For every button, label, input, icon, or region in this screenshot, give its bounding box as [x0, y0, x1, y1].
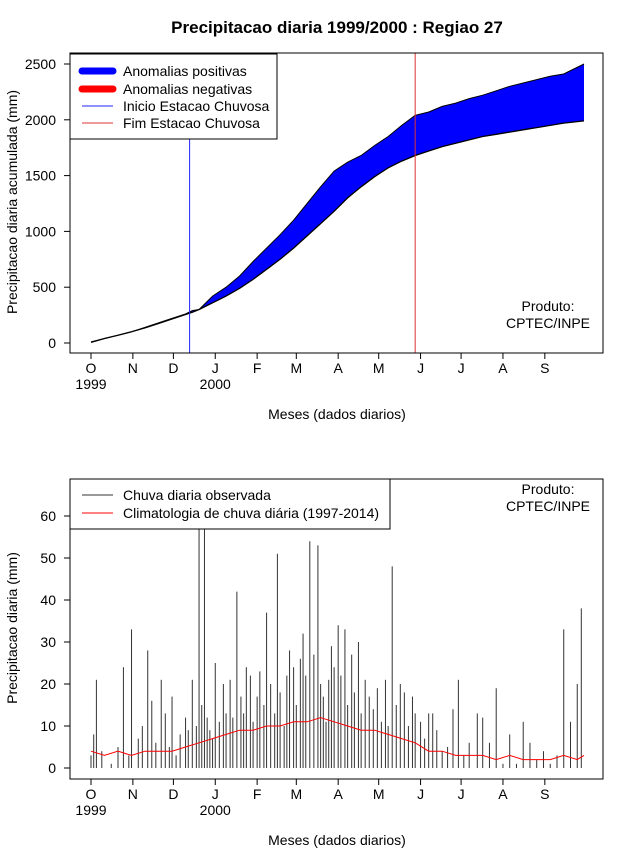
chart1-frame — [69, 52, 604, 354]
chart2-xtick-label: M — [290, 786, 302, 802]
chart2-year-label: 1999 — [75, 802, 106, 818]
chart2-xtick-label: F — [253, 786, 262, 802]
chart2-annotation-line1: Produto: — [522, 481, 575, 497]
chart2-xtick-label: A — [334, 786, 344, 802]
chart1-xtick-label: M — [373, 360, 385, 376]
chart2-ytick-label: 60 — [40, 508, 56, 524]
chart1-xtick-label: M — [290, 360, 302, 376]
chart2-xtick-label: S — [540, 786, 549, 802]
chart2-ytick-label: 10 — [40, 718, 56, 734]
chart1-xtick-label: J — [417, 360, 424, 376]
chart2-xtick-label: J — [458, 786, 465, 802]
chart2-panel: 0 10 20 30 40 50 60 O N D J F M A M J J A S 1999 2000 Meses… — [4, 478, 604, 848]
chart1-xtick-label: S — [540, 360, 549, 376]
chart1-x-axis: O N D J F M A M J J A S 1999 2000 — [75, 353, 550, 392]
chart2-ytick-label: 40 — [40, 592, 56, 608]
chart1-ytick-label: 2500 — [25, 56, 56, 72]
chart1-panel: 0 500 1000 1500 2000 2500 O N D J F M A M J J A S 1999 200… — [4, 52, 604, 422]
chart1-ytick-label: 1000 — [25, 223, 56, 239]
chart2-legend: Chuva diaria observada Climatologia de c… — [69, 478, 391, 530]
chart1-ytick-label: 0 — [48, 335, 56, 351]
chart2-plot-area — [90, 495, 585, 768]
legend-label-climatology: Climatologia de chuva diária (1997-2014) — [123, 505, 379, 521]
chart1-y-axis-label: Precipitacao diaria acumulada (mm) — [4, 90, 20, 314]
chart1-ytick-label: 500 — [33, 279, 57, 295]
chart2-ytick-label: 50 — [40, 550, 56, 566]
chart1-year-label: 1999 — [75, 376, 106, 392]
chart2-ytick-label: 0 — [48, 760, 56, 776]
chart1-xtick-label: J — [212, 360, 219, 376]
chart2-annotation-line2: CPTEC/INPE — [506, 498, 590, 514]
chart2-xtick-label: D — [168, 786, 178, 802]
chart1-xtick-label: D — [168, 360, 178, 376]
chart2-xtick-label: O — [86, 786, 97, 802]
chart1-x-axis-label: Meses (dados diarios) — [268, 406, 406, 422]
chart1-year-label: 2000 — [200, 376, 231, 392]
chart1-ytick-label: 2000 — [25, 112, 56, 128]
legend-label-observed: Chuva diaria observada — [123, 487, 271, 503]
chart2-xtick-label: A — [498, 786, 508, 802]
chart1-legend: Anomalias positivas Anomalias negativas … — [69, 53, 278, 140]
climatology-daily-line — [90, 717, 585, 761]
chart1-xtick-label: A — [334, 360, 344, 376]
chart2-y-axis-label: Precipitacao diaria (mm) — [4, 552, 20, 704]
chart1-xtick-label: F — [253, 360, 262, 376]
chart1-xtick-label: O — [86, 360, 97, 376]
chart2-xtick-label: J — [212, 786, 219, 802]
legend-label-end: Fim Estacao Chuvosa — [123, 115, 260, 131]
chart1-xtick-label: J — [458, 360, 465, 376]
chart2-frame — [69, 478, 604, 780]
chart1-plot-area — [90, 53, 585, 353]
chart2-year-label: 2000 — [200, 802, 231, 818]
chart1-y-axis: 0 500 1000 1500 2000 2500 — [25, 56, 70, 351]
chart2-xtick-label: M — [373, 786, 385, 802]
chart2-x-axis: O N D J F M A M J J A S 1999 2000 — [75, 779, 550, 818]
chart2-ytick-label: 30 — [40, 634, 56, 650]
chart2-xtick-label: J — [417, 786, 424, 802]
legend-label-negative: Anomalias negativas — [123, 81, 252, 97]
chart2-x-axis-label: Meses (dados diarios) — [268, 832, 406, 848]
chart1-xtick-label: A — [498, 360, 508, 376]
legend-label-start: Inicio Estacao Chuvosa — [123, 98, 270, 114]
climatology-cumulative-line — [90, 120, 585, 344]
chart2-legend-box — [69, 478, 391, 530]
positive-anomaly-area — [91, 64, 584, 343]
legend-label-positive: Anomalias positivas — [123, 63, 247, 79]
chart1-ytick-label: 1500 — [25, 168, 56, 184]
chart2-ytick-label: 20 — [40, 676, 56, 692]
chart2-xtick-label: N — [128, 786, 138, 802]
chart1-annotation-line2: CPTEC/INPE — [506, 315, 590, 331]
chart2-y-axis: 0 10 20 30 40 50 60 — [40, 508, 70, 776]
chart1-title: Precipitacao diaria 1999/2000 : Regiao 2… — [171, 18, 503, 37]
chart1-xtick-label: N — [128, 360, 138, 376]
chart1-annotation-line1: Produto: — [522, 298, 575, 314]
